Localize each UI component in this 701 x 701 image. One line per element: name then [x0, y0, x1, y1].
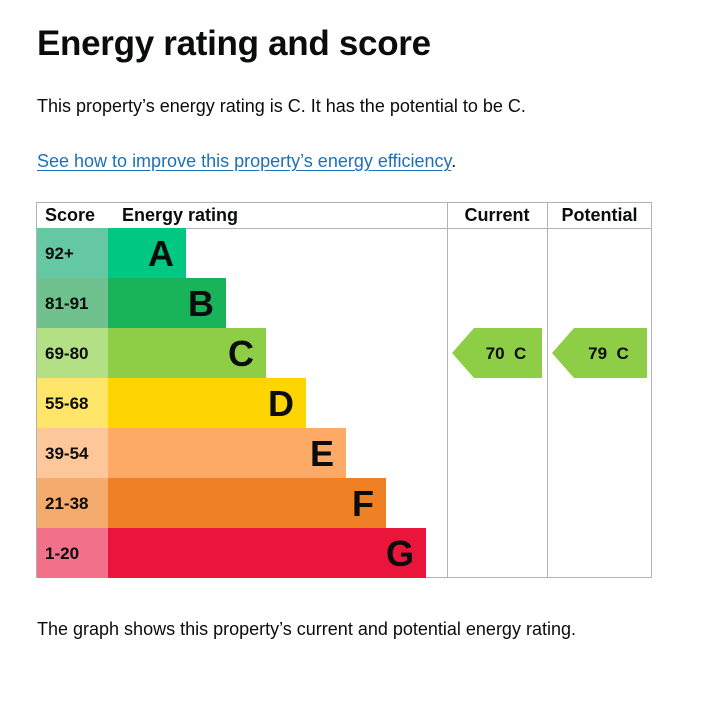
score-header: Score	[45, 205, 95, 225]
band-letter-b: B	[188, 283, 214, 324]
score-cell-c	[37, 328, 108, 378]
band-bar-d	[108, 378, 306, 428]
score-cell-f	[37, 478, 108, 528]
band-bar-g	[108, 528, 426, 578]
band-bar-b	[108, 278, 226, 328]
score-range-c: 69-80	[45, 344, 88, 363]
potential-header: Potential	[561, 205, 637, 225]
band-letter-a: A	[148, 233, 174, 274]
band-letter-d: D	[268, 383, 294, 424]
band-bar-c	[108, 328, 266, 378]
current-header: Current	[464, 205, 529, 225]
improve-link-row: See how to improve this property’s energ…	[37, 149, 456, 173]
score-range-e: 39-54	[45, 444, 89, 463]
band-letter-f: F	[352, 483, 374, 524]
band-bar-f	[108, 478, 386, 528]
score-range-b: 81-91	[45, 294, 88, 313]
band-letter-g: G	[386, 533, 414, 574]
band-bar-e	[108, 428, 346, 478]
link-suffix: .	[451, 151, 457, 171]
energy-rating-header: Energy rating	[122, 205, 238, 225]
band-letter-e: E	[310, 433, 334, 474]
energy-rating-graph: Score Energy rating Current Potential 92+ A 81…	[36, 202, 652, 578]
chart-caption: The graph shows this property’s current …	[37, 619, 576, 639]
page-title: Energy rating and score	[37, 24, 431, 63]
current-rating-label: 70 C	[486, 344, 527, 363]
score-range-d: 55-68	[45, 394, 88, 413]
improve-efficiency-link[interactable]: See how to improve this property’s energ…	[37, 151, 452, 171]
potential-rating-arrow	[552, 328, 647, 378]
score-cell-g	[37, 528, 108, 578]
potential-rating-label: 79 C	[588, 344, 629, 363]
score-cell-e	[37, 428, 108, 478]
band-letter-c: C	[228, 333, 254, 374]
energy-rating-chart: Score Energy rating Current Potential 92+ A 81…	[36, 202, 652, 580]
rating-summary: This property’s energy rating is C. It h…	[37, 96, 526, 116]
score-cell-a	[37, 228, 108, 278]
current-rating-arrow	[452, 328, 542, 378]
band-bar-a	[108, 228, 186, 278]
score-cell-d	[37, 378, 108, 428]
score-range-a: 92+	[45, 244, 74, 263]
score-range-g: 1-20	[45, 544, 79, 563]
score-range-f: 21-38	[45, 494, 88, 513]
score-cell-b	[37, 278, 108, 328]
